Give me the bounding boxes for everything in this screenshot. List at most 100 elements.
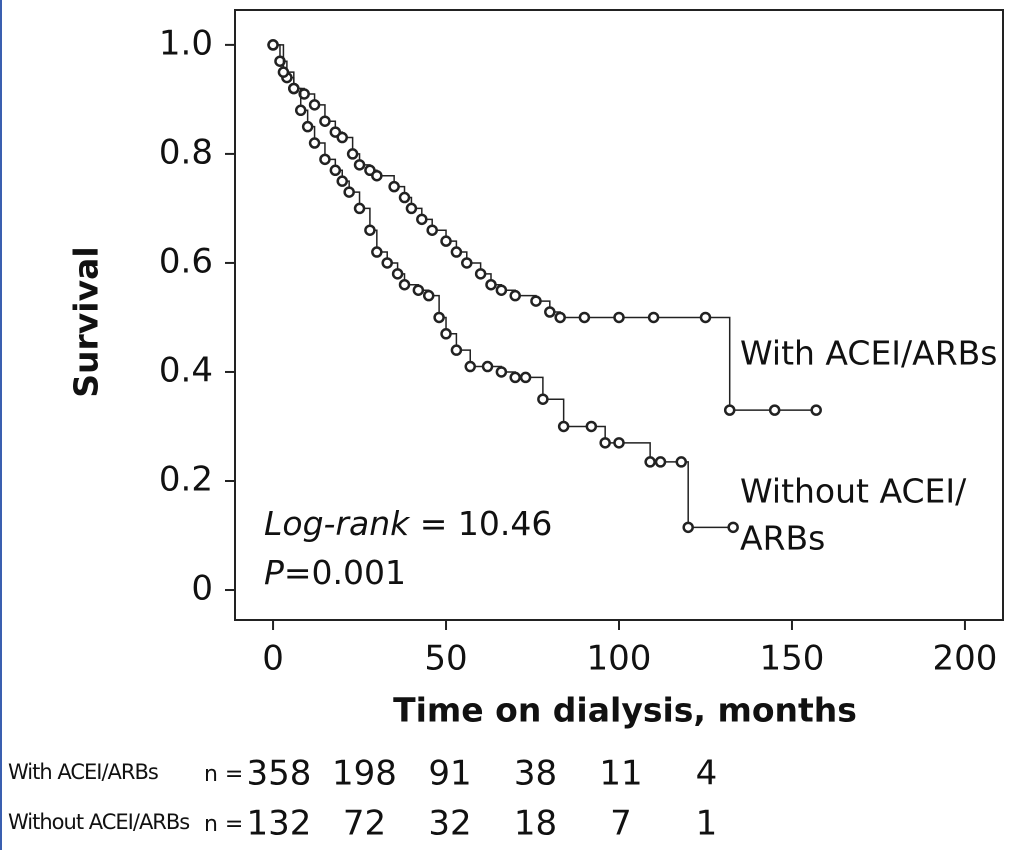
censor-marker <box>398 191 411 204</box>
censor-marker <box>391 268 404 280</box>
censor-marker <box>485 278 497 291</box>
censor-marker <box>346 148 359 160</box>
censor-marker <box>353 202 366 215</box>
censor-marker <box>544 306 556 318</box>
censor-marker <box>422 289 435 302</box>
censor-marker <box>495 366 508 378</box>
x-axis-title: Time on dialysis, months <box>393 691 857 730</box>
risk-count: 91 <box>428 754 471 794</box>
risk-n-label: n = <box>204 812 243 837</box>
censor-marker <box>274 55 286 67</box>
risk-count: 18 <box>514 804 557 844</box>
censor-marker <box>336 131 348 144</box>
risk-count: 198 <box>332 754 397 794</box>
x-tick-label: 0 <box>262 639 284 679</box>
censor-marker <box>440 328 452 340</box>
censor-marker <box>613 437 625 449</box>
censor-marker <box>644 456 656 468</box>
censor-marker <box>319 153 331 166</box>
censor-marker <box>288 82 300 95</box>
censor-marker <box>768 404 781 416</box>
curve-label: Without ACEI/ <box>740 472 967 511</box>
censor-marker <box>810 404 822 416</box>
risk-count: 32 <box>428 804 471 844</box>
censor-marker <box>371 169 383 182</box>
stat-text: Log-rank = 10.46 <box>264 504 552 543</box>
censor-marker <box>440 235 452 247</box>
censor-marker <box>585 420 598 433</box>
censor-marker <box>329 164 342 177</box>
censor-marker <box>557 420 570 433</box>
censor-marker <box>308 99 321 111</box>
censor-marker <box>298 88 310 100</box>
censor-marker <box>519 371 532 384</box>
censor-marker <box>336 175 348 187</box>
survival-curve <box>273 44 817 411</box>
censor-marker <box>554 311 566 324</box>
y-tick-label: 1.0 <box>159 23 213 63</box>
x-tick-label: 150 <box>760 639 825 679</box>
risk-count: 7 <box>610 804 632 844</box>
risk-row-name: Without ACEI/ARBs <box>8 810 189 834</box>
risk-count: 132 <box>247 804 312 844</box>
risk-count: 358 <box>247 754 312 794</box>
stat-name: Log-rank <box>264 504 411 543</box>
censor-marker <box>450 246 463 258</box>
y-tick-label: 0.8 <box>159 132 213 172</box>
censor-marker <box>343 186 355 198</box>
x-tick-label: 50 <box>424 639 467 679</box>
censor-marker <box>578 311 591 324</box>
censor-marker <box>461 257 473 269</box>
censor-marker <box>426 224 438 236</box>
x-tick-label: 100 <box>587 639 652 679</box>
censor-marker <box>727 521 739 534</box>
risk-n-label: n = <box>204 762 243 787</box>
censor-marker <box>464 360 476 373</box>
x-tick-label: 200 <box>932 639 997 679</box>
censor-marker <box>388 180 400 193</box>
censor-marker <box>699 311 712 324</box>
censor-marker <box>433 311 445 324</box>
curve-label: ARBs <box>740 519 825 558</box>
censor-marker <box>599 437 611 449</box>
stat-value: =0.001 <box>284 553 406 592</box>
censor-marker <box>509 289 521 302</box>
censor-marker <box>412 284 425 296</box>
censor-marker <box>474 268 487 280</box>
censor-marker <box>723 404 736 416</box>
censor-marker <box>381 257 393 269</box>
censor-marker <box>398 278 411 291</box>
risk-count: 4 <box>696 754 718 794</box>
y-tick-label: 0.6 <box>159 241 213 281</box>
risk-count: 11 <box>599 754 642 794</box>
stat-text: P=0.001 <box>264 553 406 592</box>
risk-count: 1 <box>696 804 718 844</box>
censor-marker <box>654 456 667 468</box>
censor-marker <box>682 521 694 534</box>
censor-marker <box>319 115 331 127</box>
risk-count: 38 <box>514 754 557 794</box>
censor-marker <box>301 120 314 133</box>
stat-value: = 10.46 <box>409 504 552 543</box>
censor-marker <box>308 137 321 149</box>
censor-marker <box>450 344 463 356</box>
censor-marker <box>530 295 542 307</box>
censor-marker <box>294 104 307 117</box>
censor-marker <box>353 159 366 171</box>
risk-count: 72 <box>343 804 386 844</box>
stat-name: P <box>264 553 284 592</box>
censor-marker <box>364 224 376 236</box>
y-tick-label: 0.4 <box>159 350 213 390</box>
censor-marker <box>613 311 625 324</box>
censor-marker <box>267 39 279 51</box>
censor-marker <box>416 213 428 226</box>
censor-marker <box>405 202 418 215</box>
censor-marker <box>371 246 383 258</box>
censor-marker <box>495 284 508 296</box>
censor-marker <box>647 311 660 324</box>
censor-marker <box>277 66 290 78</box>
y-axis-title: Survival <box>67 246 106 397</box>
censor-marker <box>481 360 494 373</box>
y-tick-label: 0 <box>191 569 213 609</box>
